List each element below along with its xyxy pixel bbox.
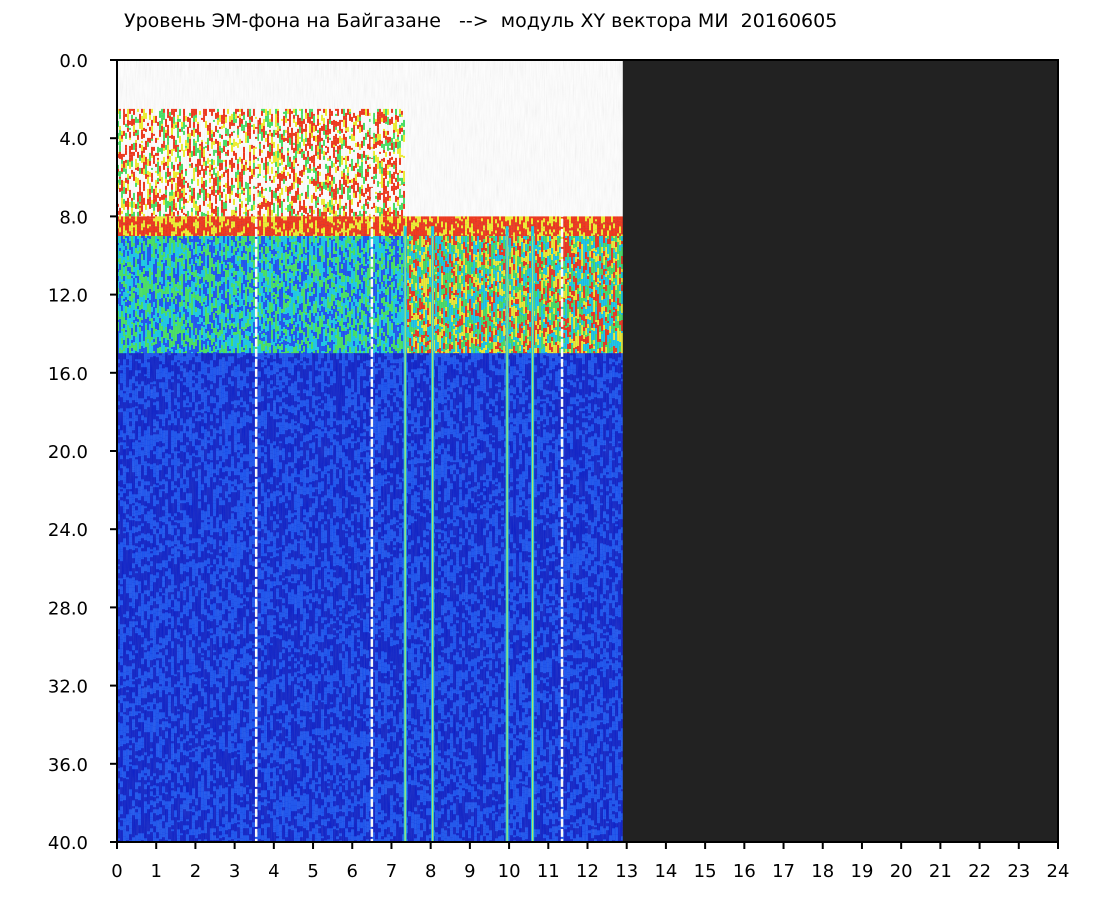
x-tick-label-12: 12 <box>576 861 599 882</box>
x-tick-label-5: 5 <box>307 861 318 882</box>
x-tick-label-16: 16 <box>733 861 756 882</box>
x-tick-label-9: 9 <box>464 861 475 882</box>
y-tick-label-0: 0.0 <box>59 51 88 72</box>
x-tick-label-7: 7 <box>386 861 397 882</box>
y-tick-label-5: 20.0 <box>48 442 88 463</box>
x-tick-label-2: 2 <box>190 861 201 882</box>
x-tick-label-1: 1 <box>150 861 161 882</box>
y-tick-label-8: 32.0 <box>48 677 88 698</box>
x-tick-label-21: 21 <box>929 861 952 882</box>
x-tick-label-8: 8 <box>425 861 436 882</box>
x-tick-label-6: 6 <box>347 861 358 882</box>
y-tick-label-6: 24.0 <box>48 520 88 541</box>
x-tick-label-20: 20 <box>890 861 913 882</box>
x-tick-label-19: 19 <box>851 861 874 882</box>
x-tick-label-0: 0 <box>111 861 122 882</box>
no-data-region <box>622 60 1058 842</box>
y-tick-label-10: 40.0 <box>48 833 88 854</box>
x-tick-label-22: 22 <box>968 861 991 882</box>
x-tick-label-14: 14 <box>654 861 677 882</box>
chart-title: Уровень ЭМ-фона на Байгазане --> модуль … <box>124 10 837 32</box>
y-tick-label-1: 4.0 <box>59 129 88 150</box>
x-tick-label-3: 3 <box>229 861 240 882</box>
x-tick-label-4: 4 <box>268 861 279 882</box>
y-tick-label-7: 28.0 <box>48 598 88 619</box>
x-tick-label-10: 10 <box>498 861 521 882</box>
plot-frame <box>116 59 1059 843</box>
y-tick-label-2: 8.0 <box>59 207 88 228</box>
x-tick-label-13: 13 <box>615 861 638 882</box>
noise-overlay <box>117 60 623 842</box>
x-tick-label-18: 18 <box>811 861 834 882</box>
x-tick-label-24: 24 <box>1047 861 1070 882</box>
x-tick-label-23: 23 <box>1007 861 1030 882</box>
y-tick-label-4: 16.0 <box>48 364 88 385</box>
y-tick-label-9: 36.0 <box>48 755 88 776</box>
y-tick-label-3: 12.0 <box>48 286 88 307</box>
x-tick-label-11: 11 <box>537 861 560 882</box>
x-tick-label-17: 17 <box>772 861 795 882</box>
x-tick-label-15: 15 <box>694 861 717 882</box>
